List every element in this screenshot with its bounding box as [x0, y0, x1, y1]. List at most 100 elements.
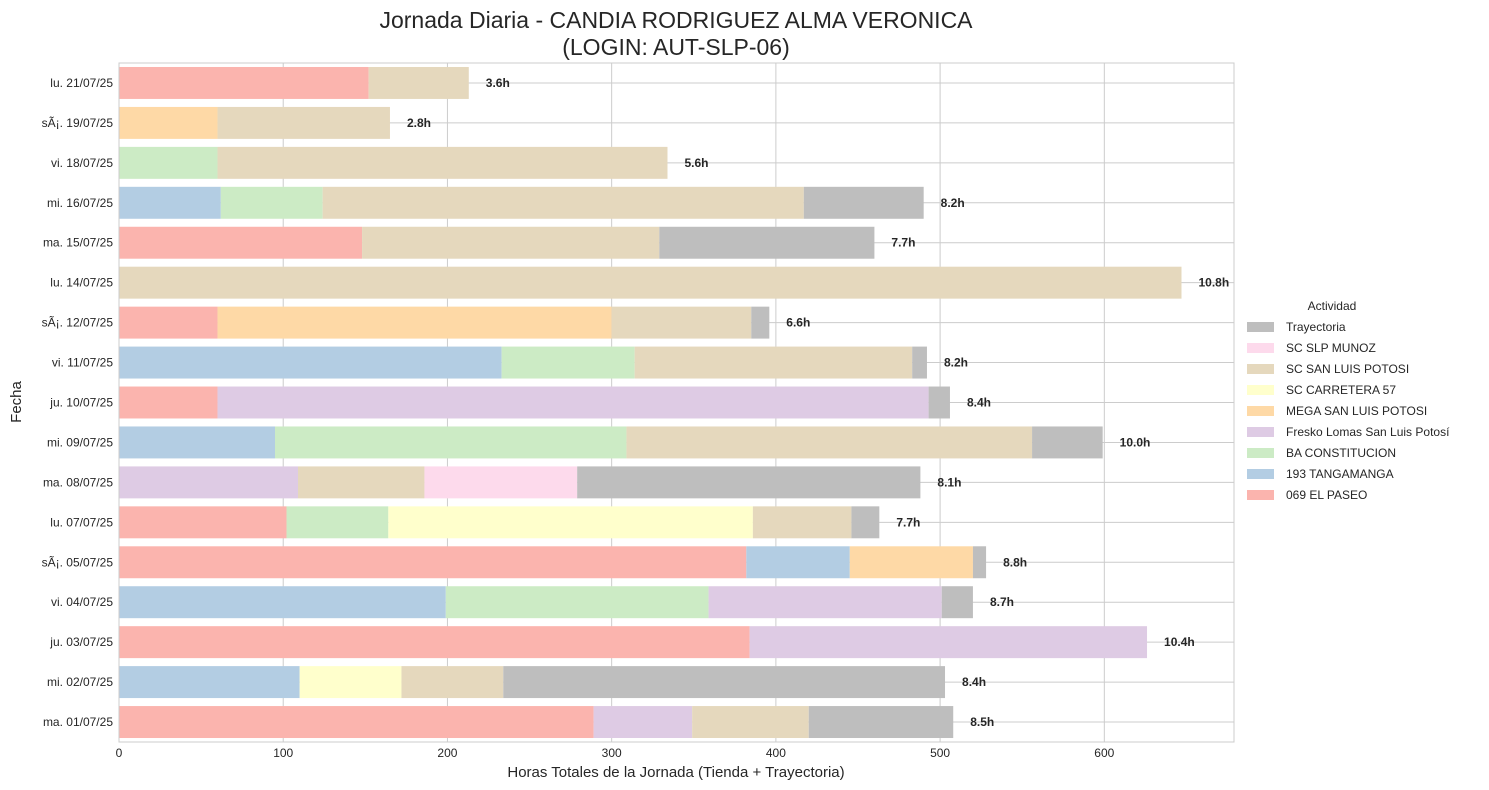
legend-entry: MEGA SAN LUIS POTOSI	[1286, 404, 1427, 418]
bar-total-label: 8.4h	[962, 675, 986, 689]
bar-segment: 069 EL PASEO: 148	[119, 226, 363, 259]
bar-total-label: 2.8h	[407, 116, 431, 130]
x-tick-label: 0	[116, 746, 123, 760]
y-tick-label: vi. 04/07/25	[51, 595, 113, 609]
y-tick-label: ma. 08/07/25	[43, 475, 113, 489]
bar-segment: Fresko Lomas San Luis Potosí: 142	[708, 586, 942, 619]
bar-segment: SC SAN LUIS POTOSI: 60	[752, 506, 852, 539]
bar-total-label: 8.5h	[970, 715, 994, 729]
bar-segment: SC SAN LUIS POTOSI: 169	[634, 346, 913, 379]
bar-total-label: 8.8h	[1003, 555, 1027, 569]
bar-segment: Trayectoria: 17	[851, 506, 880, 539]
bar-segment: Trayectoria: 11	[751, 306, 770, 339]
bar-segment: MEGA SAN LUIS POTOSI: 75	[849, 546, 973, 579]
bar-segment: SC SAN LUIS POTOSI: 293	[322, 186, 804, 219]
y-tick-label: ju. 10/07/25	[49, 396, 113, 410]
y-tick-label: vi. 18/07/25	[51, 156, 113, 170]
bar-segment: Trayectoria: 9	[912, 346, 927, 379]
bar-total-label: 8.7h	[990, 595, 1014, 609]
bar-segment: 069 EL PASEO: 152	[119, 66, 369, 99]
y-tick-label: mi. 16/07/25	[47, 196, 113, 210]
bar-segment: 193 TANGAMANGA: 63	[746, 546, 850, 579]
bar-segment: Fresko Lomas San Luis Potosí: 109	[119, 466, 298, 499]
bar-total-label: 8.2h	[944, 356, 968, 370]
bar-segment: Fresko Lomas San Luis Potosí: 433	[217, 386, 929, 419]
y-axis-label: Fecha	[8, 381, 25, 423]
legend-entry: Trayectoria	[1286, 320, 1346, 334]
bar-segment: BA CONSTITUCION: 81	[501, 346, 635, 379]
bar-segment: SC SAN LUIS POTOSI: 71	[692, 706, 809, 739]
y-tick-label: lu. 07/07/25	[50, 515, 113, 529]
legend-entry: SC CARRETERA 57	[1286, 383, 1396, 397]
bar-segment: Fresko Lomas San Luis Potosí: 60	[593, 706, 693, 739]
bar-total-label: 3.6h	[486, 76, 510, 90]
bar-total-label: 10.8h	[1199, 276, 1230, 290]
legend-swatch	[1247, 490, 1274, 500]
x-tick-label: 200	[437, 746, 457, 760]
bar-segment: BA CONSTITUCION: 62	[286, 506, 389, 539]
bar-total-label: 7.7h	[891, 236, 915, 250]
bar-segment: SC CARRETERA 57: 222	[388, 506, 753, 539]
bar-segment: SC SAN LUIS POTOSI: 647	[119, 266, 1182, 299]
chart-title-line2: (LOGIN: AUT-SLP-06)	[562, 34, 790, 60]
legend-swatch	[1247, 448, 1274, 458]
bar-segment: 193 TANGAMANGA: 199	[119, 586, 446, 619]
legend-swatch	[1247, 469, 1274, 479]
y-tick-label: sÃ¡. 12/07/25	[42, 316, 114, 330]
legend-entry: Fresko Lomas San Luis Potosí	[1286, 425, 1450, 439]
y-tick-label: ju. 03/07/25	[49, 635, 113, 649]
bar-total-label: 10.0h	[1120, 435, 1151, 449]
bar-segment: BA CONSTITUCION: 214	[275, 426, 627, 459]
y-tick-label: ma. 15/07/25	[43, 236, 113, 250]
y-tick-label: mi. 09/07/25	[47, 435, 113, 449]
bar-segment: 069 EL PASEO: 102	[119, 506, 287, 539]
bar-segment: Trayectoria: 131	[659, 226, 875, 259]
bar-segment: Trayectoria: 269	[503, 666, 946, 699]
bar-total-label: 5.6h	[684, 156, 708, 170]
y-tick-label: sÃ¡. 05/07/25	[42, 555, 114, 569]
bar-segment: BA CONSTITUCION: 60	[119, 146, 218, 179]
bar-segment: SC SAN LUIS POTOSI: 61	[368, 66, 469, 99]
bar-segment: SC SAN LUIS POTOSI: 77	[297, 466, 425, 499]
bar-segment: 193 TANGAMANGA: 62	[119, 186, 221, 219]
bar-segment: SC SAN LUIS POTOSI: 274	[217, 146, 668, 179]
bar-segment: SC SAN LUIS POTOSI: 105	[217, 106, 390, 139]
legend-swatch	[1247, 322, 1274, 332]
bar-segment: SC SAN LUIS POTOSI: 62	[401, 666, 504, 699]
bar-segment: 193 TANGAMANGA: 233	[119, 346, 502, 379]
bar-segment: Trayectoria: 19	[941, 586, 973, 619]
bar-segment: SC SLP MUNOZ: 93	[424, 466, 578, 499]
bar-segment: MEGA SAN LUIS POTOSI: 60	[119, 106, 218, 139]
bar-segment: BA CONSTITUCION: 160	[445, 586, 709, 619]
x-tick-label: 500	[930, 746, 950, 760]
bar-total-label: 6.6h	[786, 316, 810, 330]
bar-total-label: 8.4h	[967, 396, 991, 410]
x-tick-label: 600	[1094, 746, 1114, 760]
y-tick-label: lu. 14/07/25	[50, 276, 113, 290]
legend-entry: BA CONSTITUCION	[1286, 446, 1396, 460]
bar-segment: Trayectoria: 8	[972, 546, 987, 579]
y-tick-label: lu. 21/07/25	[50, 76, 113, 90]
bar-segment: Trayectoria: 73	[803, 186, 924, 219]
legend-swatch	[1247, 406, 1274, 416]
plot-area: 0 100 200 300 400 500 600 lu. 21/07/25 sÃ¡. 19/0…	[42, 62, 1235, 760]
x-tick-label: 400	[766, 746, 786, 760]
bar-segment: SC SAN LUIS POTOSI: 181	[362, 226, 660, 259]
chart-title-line1: Jornada Diaria - CANDIA RODRIGUEZ ALMA V…	[379, 7, 973, 33]
y-tick-label: ma. 01/07/25	[43, 715, 113, 729]
legend-swatch	[1247, 364, 1274, 374]
bar-segment: SC SAN LUIS POTOSI: 247	[626, 426, 1033, 459]
bar-segment: 069 EL PASEO: 384	[119, 626, 750, 659]
legend-entry: SC SAN LUIS POTOSI	[1286, 362, 1409, 376]
y-tick-label: sÃ¡. 19/07/25	[42, 116, 114, 130]
bar-segment: Fresko Lomas San Luis Potosí: 242	[749, 626, 1148, 659]
bar-segment: 193 TANGAMANGA: 95	[119, 426, 276, 459]
bar-total-label: 7.7h	[896, 515, 920, 529]
bar-segment: SC SAN LUIS POTOSI: 85	[611, 306, 752, 339]
y-tick-label: vi. 11/07/25	[52, 356, 113, 370]
legend-entry: 193 TANGAMANGA	[1286, 467, 1394, 481]
plot-frame	[118, 62, 1235, 743]
legend-entry: SC SLP MUNOZ	[1286, 341, 1376, 355]
